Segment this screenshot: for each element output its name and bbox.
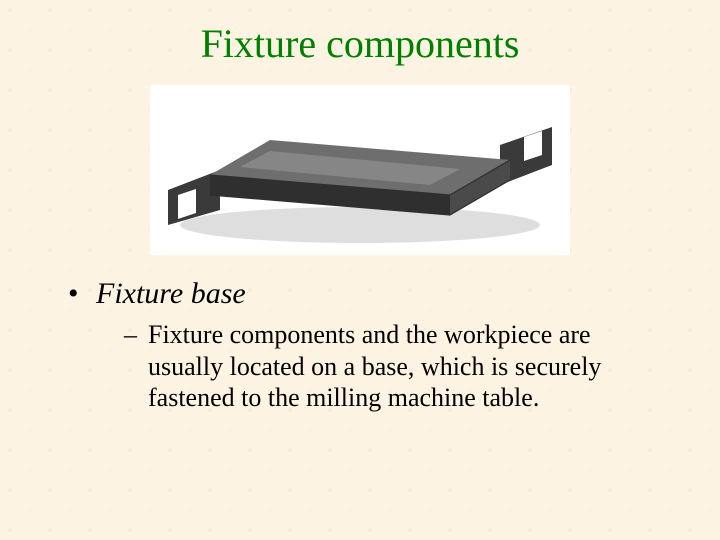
sub-list: Fixture components and the workpiece are… [124, 319, 670, 414]
slide-title: Fixture components [50, 20, 670, 67]
fixture-base-figure [150, 85, 570, 255]
bullet-list: Fixture base Fixture components and the … [68, 277, 670, 414]
bullet-item: Fixture base Fixture components and the … [68, 277, 670, 414]
sub-item: Fixture components and the workpiece are… [124, 319, 670, 414]
bullet-label: Fixture base [96, 277, 246, 310]
figure-shadow [180, 207, 540, 243]
slide: Fixture components Fixture base [0, 0, 720, 540]
